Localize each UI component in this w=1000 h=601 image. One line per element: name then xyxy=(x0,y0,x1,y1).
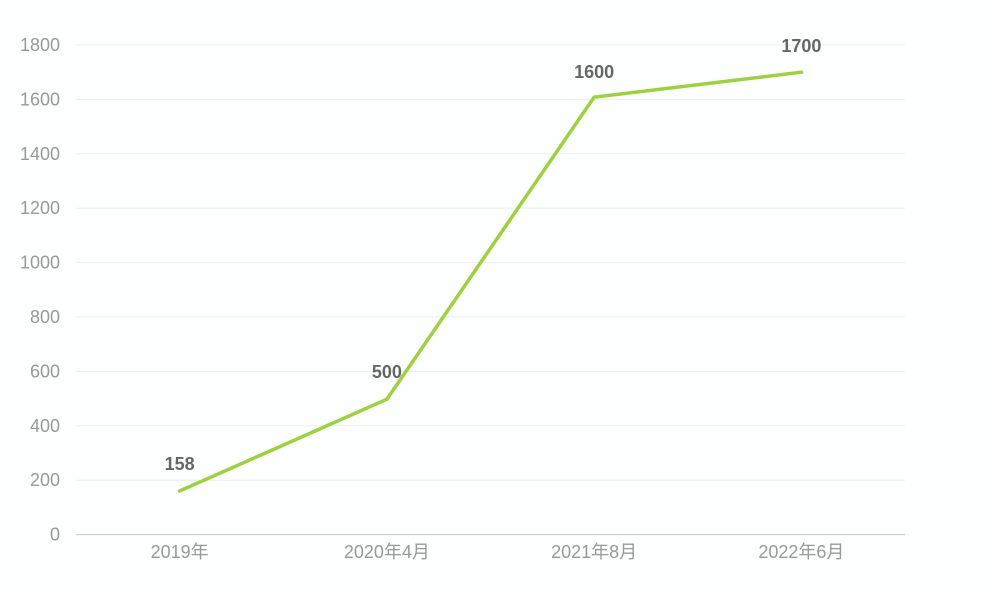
svg-text:2021年8月: 2021年8月 xyxy=(551,542,637,562)
svg-text:1200: 1200 xyxy=(20,198,60,218)
svg-text:200: 200 xyxy=(30,470,60,490)
svg-text:1000: 1000 xyxy=(20,253,60,273)
svg-text:500: 500 xyxy=(372,362,402,382)
svg-text:400: 400 xyxy=(30,416,60,436)
svg-text:1600: 1600 xyxy=(574,62,614,82)
svg-text:1700: 1700 xyxy=(781,36,821,56)
svg-text:2020年4月: 2020年4月 xyxy=(344,542,430,562)
svg-text:158: 158 xyxy=(165,454,195,474)
svg-text:1600: 1600 xyxy=(20,89,60,109)
svg-text:1400: 1400 xyxy=(20,144,60,164)
svg-text:0: 0 xyxy=(50,525,60,545)
svg-text:1800: 1800 xyxy=(20,35,60,55)
svg-text:800: 800 xyxy=(30,307,60,327)
svg-text:2022年6月: 2022年6月 xyxy=(758,542,844,562)
svg-text:2019年: 2019年 xyxy=(151,542,209,562)
svg-text:600: 600 xyxy=(30,361,60,381)
